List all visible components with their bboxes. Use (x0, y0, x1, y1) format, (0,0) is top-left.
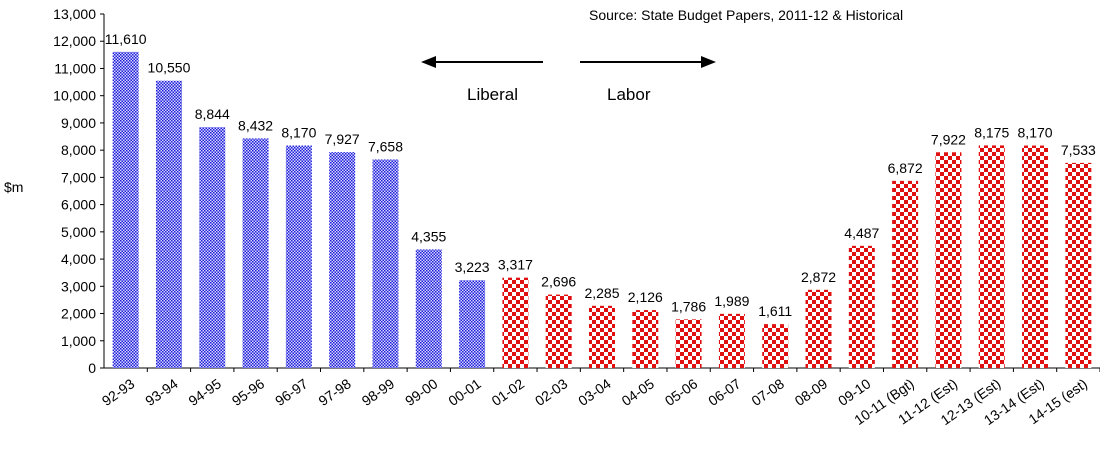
bar-13-14-est- (1022, 145, 1049, 368)
y-tick-label: 12,000 (53, 33, 96, 49)
data-label: 8,432 (238, 117, 273, 133)
y-tick-label: 11,000 (54, 60, 96, 76)
x-tick-label: 92-93 (99, 375, 138, 409)
data-label: 2,126 (628, 289, 663, 305)
y-tick-label: 6,000 (61, 197, 96, 213)
x-tick-label: 97-98 (315, 375, 354, 409)
y-tick-label: 7,000 (61, 169, 96, 185)
y-tick-label: 13,000 (53, 6, 96, 22)
data-label: 7,533 (1061, 142, 1096, 158)
y-tick-label: 9,000 (61, 115, 96, 131)
data-label: 11,610 (105, 31, 147, 47)
data-label: 7,658 (368, 138, 403, 154)
y-tick-label: 2,000 (61, 306, 96, 322)
bar-series (112, 51, 1092, 368)
data-label: 1,611 (758, 303, 792, 319)
bar-01-02 (502, 277, 529, 368)
x-tick-label: 99-00 (402, 375, 441, 409)
data-label: 1,989 (714, 293, 749, 309)
bar-02-03 (545, 294, 572, 368)
y-tick-label: 3,000 (61, 278, 96, 294)
x-tick-label: 04-05 (619, 375, 658, 409)
data-label: 4,487 (844, 225, 879, 241)
liberal-label: Liberal (467, 85, 518, 104)
bar-96-97 (285, 145, 312, 368)
data-label: 8,170 (281, 125, 316, 141)
x-tick-label: 05-06 (662, 375, 701, 409)
bar-97-98 (329, 152, 356, 368)
source-note: Source: State Budget Papers, 2011-12 & H… (589, 7, 903, 23)
x-tick-label: 03-04 (575, 375, 614, 409)
data-label: 3,317 (498, 257, 533, 273)
bar-05-06 (675, 319, 702, 368)
x-tick-label: 00-01 (445, 375, 484, 409)
x-tick-label: 96-97 (272, 375, 311, 409)
bar-03-04 (589, 305, 615, 368)
x-axis-tick-labels: 92-93 93-94 94-95 95-96 96-97 97-98 98-99 99-00… (99, 368, 1100, 428)
data-label: 1,786 (671, 298, 706, 314)
bar-09-10 (848, 245, 875, 368)
bar-92-93 (112, 51, 139, 368)
bar-12-13-est- (978, 145, 1005, 368)
bar-98-99 (372, 159, 399, 368)
y-axis-label: $m (4, 179, 23, 195)
x-tick-label: 01-02 (489, 375, 528, 409)
x-tick-label: 07-08 (748, 375, 787, 409)
x-tick-label: 98-99 (359, 375, 398, 409)
labor-arrow (580, 56, 716, 68)
data-label: 3,223 (455, 259, 490, 275)
bar-99-00 (415, 249, 442, 368)
bar-07-08 (762, 324, 789, 368)
bar-94-95 (199, 127, 226, 368)
data-label: 7,927 (325, 131, 360, 147)
x-tick-label: 94-95 (185, 375, 224, 409)
y-axis-ticks: 0 1,000 2,000 3,000 4,000 5,000 6,000 7,000 8,00… (53, 6, 104, 376)
labor-label: Labor (607, 85, 651, 104)
data-label: 10,550 (148, 60, 191, 76)
bar-14-15-est- (1065, 162, 1092, 368)
data-label: 8,175 (974, 124, 1009, 140)
bar-04-05 (632, 310, 659, 368)
bar-00-01 (459, 280, 486, 368)
y-tick-label: 5,000 (61, 224, 96, 240)
data-label: 8,844 (195, 106, 230, 122)
y-tick-label: 8,000 (61, 142, 96, 158)
bar-93-94 (155, 80, 182, 368)
bar-11-12-est- (935, 152, 962, 368)
y-tick-label: 4,000 (61, 251, 96, 267)
data-label: 4,355 (411, 228, 446, 244)
y-tick-label: 10,000 (53, 88, 96, 104)
data-label: 6,872 (888, 160, 923, 176)
y-tick-label: 1,000 (61, 333, 96, 349)
x-tick-label: 95-96 (229, 375, 268, 409)
x-tick-label: 93-94 (142, 375, 181, 409)
bar-06-07 (718, 313, 745, 368)
data-label: 7,922 (931, 131, 966, 147)
liberal-arrow (421, 56, 543, 68)
x-tick-label: 06-07 (705, 375, 744, 409)
data-label: 2,285 (584, 285, 619, 301)
bar-10-11-bgt- (892, 180, 919, 368)
y-tick-label: 0 (88, 360, 96, 376)
x-tick-label: 02-03 (532, 375, 571, 409)
bar-08-09 (805, 289, 832, 368)
x-tick-label: 08-09 (792, 375, 831, 409)
data-label: 2,696 (541, 274, 576, 290)
data-label: 2,872 (801, 269, 836, 285)
bar-95-96 (242, 138, 269, 368)
data-label: 8,170 (1018, 125, 1053, 141)
